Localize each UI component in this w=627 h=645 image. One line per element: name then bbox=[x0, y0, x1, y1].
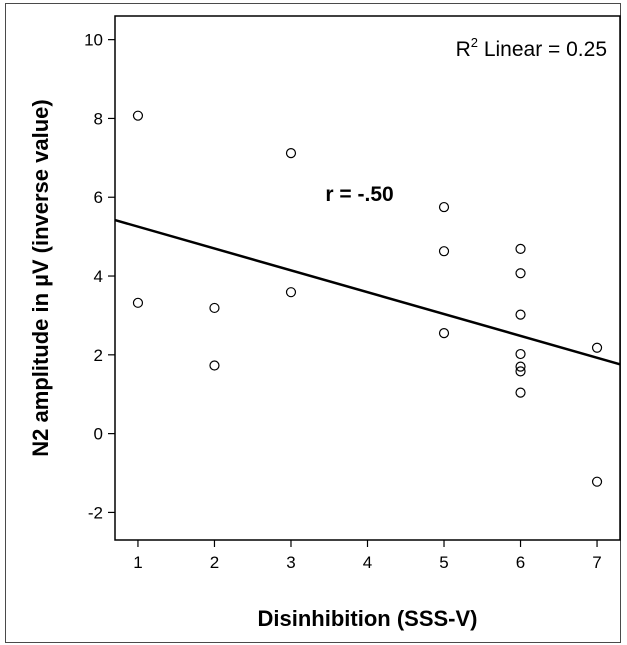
y-tick-label-2: 2 bbox=[94, 346, 103, 365]
correlation-annotation: r = -.50 bbox=[325, 183, 393, 206]
data-point-1 bbox=[132, 297, 144, 308]
r2-superscript: 2 bbox=[471, 35, 478, 50]
data-point-0 bbox=[132, 110, 144, 121]
x-tick-label-1: 2 bbox=[210, 553, 219, 572]
y-tick-label-1: 0 bbox=[94, 425, 103, 444]
data-point-5 bbox=[285, 287, 297, 298]
data-point-17 bbox=[591, 476, 603, 487]
data-points bbox=[132, 110, 603, 487]
y-axis-title: N2 amplitude in µV (inverse value) bbox=[28, 99, 53, 456]
data-point-11 bbox=[515, 309, 526, 320]
x-tick-label-6: 7 bbox=[592, 553, 601, 572]
data-point-16 bbox=[591, 342, 603, 353]
x-tick-label-5: 6 bbox=[516, 553, 525, 572]
chart-frame bbox=[5, 3, 621, 643]
data-point-2 bbox=[209, 302, 220, 314]
data-point-6 bbox=[438, 201, 450, 213]
r2-suffix: Linear = 0.25 bbox=[478, 38, 607, 61]
y-axis: -2 0 2 4 6 8 10 bbox=[84, 31, 115, 522]
x-axis: 1 2 3 4 5 6 7 bbox=[133, 540, 602, 572]
x-tick-label-4: 5 bbox=[439, 553, 448, 572]
r2-prefix: R bbox=[456, 38, 471, 61]
data-point-12 bbox=[515, 348, 526, 360]
data-point-3 bbox=[209, 360, 220, 371]
data-point-4 bbox=[285, 148, 297, 159]
y-tick-label-5: 8 bbox=[94, 109, 103, 128]
data-point-15 bbox=[515, 387, 526, 398]
x-axis-title: Disinhibition (SSS-V) bbox=[258, 606, 478, 631]
data-point-9 bbox=[515, 243, 526, 254]
y-tick-label-0: -2 bbox=[88, 503, 103, 522]
regression-line bbox=[114, 218, 621, 366]
data-point-7 bbox=[438, 246, 450, 257]
data-point-10 bbox=[515, 268, 526, 279]
y-tick-label-4: 6 bbox=[94, 188, 103, 207]
r-squared-annotation: R2 Linear = 0.25 bbox=[456, 35, 607, 61]
data-point-8 bbox=[438, 328, 450, 339]
plot-area bbox=[114, 15, 621, 541]
x-tick-label-2: 3 bbox=[286, 553, 295, 572]
x-tick-label-3: 4 bbox=[363, 553, 372, 572]
data-point-13 bbox=[515, 361, 526, 372]
y-tick-label-6: 10 bbox=[84, 31, 103, 50]
x-tick-label-0: 1 bbox=[133, 553, 142, 572]
data-point-14 bbox=[515, 366, 526, 377]
y-tick-label-3: 4 bbox=[94, 267, 103, 286]
